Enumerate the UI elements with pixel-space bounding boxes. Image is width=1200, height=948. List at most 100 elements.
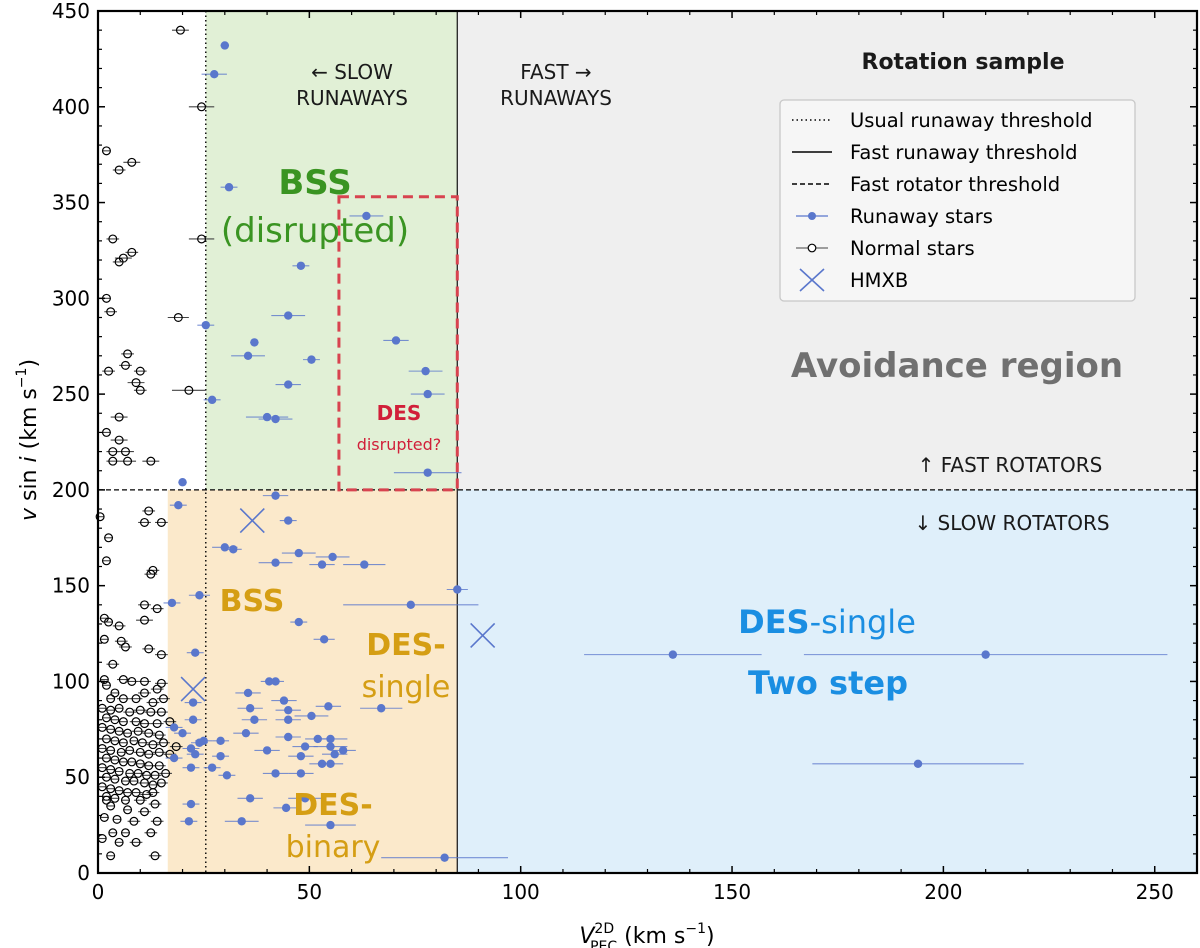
normal-star-point <box>123 157 141 167</box>
normal-star-point <box>133 759 147 769</box>
normal-star-point <box>155 517 168 527</box>
normal-star-point <box>144 828 158 838</box>
normal-star-point <box>117 675 130 685</box>
normal-star-point <box>142 749 156 759</box>
runaway-star-point <box>182 744 200 753</box>
avoidance-region-label: Avoidance region <box>791 346 1123 386</box>
normal-star-point <box>112 165 126 175</box>
normal-star-point <box>129 717 143 727</box>
normal-star-point <box>116 747 126 757</box>
runaway-star-point <box>262 769 289 778</box>
normal-star-point <box>131 768 145 778</box>
hmxb-point <box>180 676 206 702</box>
normal-star-point <box>106 694 116 704</box>
normal-star-point <box>118 738 128 748</box>
normal-star-point <box>138 600 151 610</box>
normal-star-point <box>101 795 111 805</box>
slow-runaways-label-2: RUNAWAYS <box>296 86 408 110</box>
normal-star-point <box>120 828 130 838</box>
normal-star-point <box>120 795 130 805</box>
normal-star-point <box>99 812 109 822</box>
normal-star-point <box>110 736 120 746</box>
bss-des-region <box>167 489 458 873</box>
x-axis-label: V2D PEC (km s−1) <box>579 921 714 948</box>
normal-star-point <box>102 366 115 376</box>
runaway-star-point <box>178 478 187 487</box>
normal-star-point <box>123 707 137 717</box>
normal-star-point <box>110 412 128 422</box>
normal-star-point <box>99 675 109 685</box>
x-label-units: (km s <box>617 924 685 948</box>
normal-star-point <box>106 765 116 775</box>
normal-star-point <box>138 517 151 527</box>
chart-title: Rotation sample <box>862 50 1065 75</box>
normal-star-point <box>155 707 168 717</box>
x-tick-label: 150 <box>713 880 751 904</box>
y-tick-label: 200 <box>52 478 90 502</box>
runaway-star-point <box>201 70 227 79</box>
normal-star-point <box>140 789 153 799</box>
hmxb-series <box>180 507 496 702</box>
normal-star-point <box>101 734 111 744</box>
des-disrupted-label: DES <box>377 401 422 425</box>
normal-star-point <box>123 805 133 815</box>
runaway-star-point <box>184 715 202 724</box>
runaway-star-point <box>267 677 284 686</box>
runaway-star-point <box>190 738 208 747</box>
runaway-star-point <box>408 366 443 376</box>
normal-star-point <box>138 688 151 698</box>
runaway-star-point <box>241 715 268 724</box>
runaway-star-point <box>288 794 323 803</box>
runaway-star-point <box>188 591 211 600</box>
legend-normal-marker <box>807 243 817 253</box>
normal-star-point <box>106 234 120 244</box>
y-axis-ticks: 0 50 100 150 200 250 300 350 400 450 <box>52 0 1197 885</box>
runaway-star-point <box>212 751 230 761</box>
normal-star-point <box>129 837 143 847</box>
x-label-unit-exp: −1 <box>685 921 706 937</box>
runaway-star-point <box>303 355 320 364</box>
runaway-star-point <box>218 771 236 780</box>
fast-runaways-label: FAST → <box>520 60 591 84</box>
runaway-star-point <box>182 763 200 772</box>
normal-star-point <box>133 795 147 805</box>
normal-star-point <box>110 435 128 445</box>
normal-star-point <box>120 776 130 786</box>
legend-normal-stars: Normal stars <box>850 237 975 260</box>
y-label-sin: sin <box>17 463 42 509</box>
normal-star-point <box>133 366 147 376</box>
x-tick-label: 250 <box>1136 880 1174 904</box>
x-label-sub: PEC <box>590 939 617 948</box>
normal-star-point <box>112 257 126 267</box>
normal-star-point <box>150 684 164 694</box>
normal-star-point <box>169 742 183 752</box>
normal-star-point <box>114 837 124 847</box>
normal-star-point <box>106 784 116 794</box>
two-step-label: Two step <box>748 664 908 702</box>
normal-star-point <box>171 25 189 35</box>
normal-star-point <box>114 726 124 736</box>
normal-star-point <box>114 786 124 796</box>
runaway-star-point <box>237 704 263 713</box>
normal-star-point <box>106 705 116 715</box>
normal-star-point <box>99 634 109 644</box>
runaway-star-point <box>237 794 263 803</box>
des-disrupted-label-2: disrupted? <box>357 435 442 454</box>
des-binary-label: DES- <box>293 788 372 823</box>
runaway-star-point <box>309 560 335 569</box>
runaway-star-point <box>446 585 468 594</box>
runaway-star-point <box>165 723 183 732</box>
y-tick-label: 100 <box>52 669 90 693</box>
runaway-star-point <box>233 728 259 738</box>
runaway-star-point <box>313 734 348 744</box>
runaway-star-point <box>275 732 301 742</box>
normal-star-point <box>108 828 118 838</box>
des-single-left-label: DES- <box>366 628 445 663</box>
normal-star-point <box>119 642 132 652</box>
normal-star-point <box>114 636 128 646</box>
normal-star-point <box>114 703 124 713</box>
runaway-star-point <box>235 688 261 698</box>
normal-star-point <box>101 753 111 763</box>
normal-star-point <box>121 349 134 359</box>
runaway-stars-series <box>163 41 1168 862</box>
